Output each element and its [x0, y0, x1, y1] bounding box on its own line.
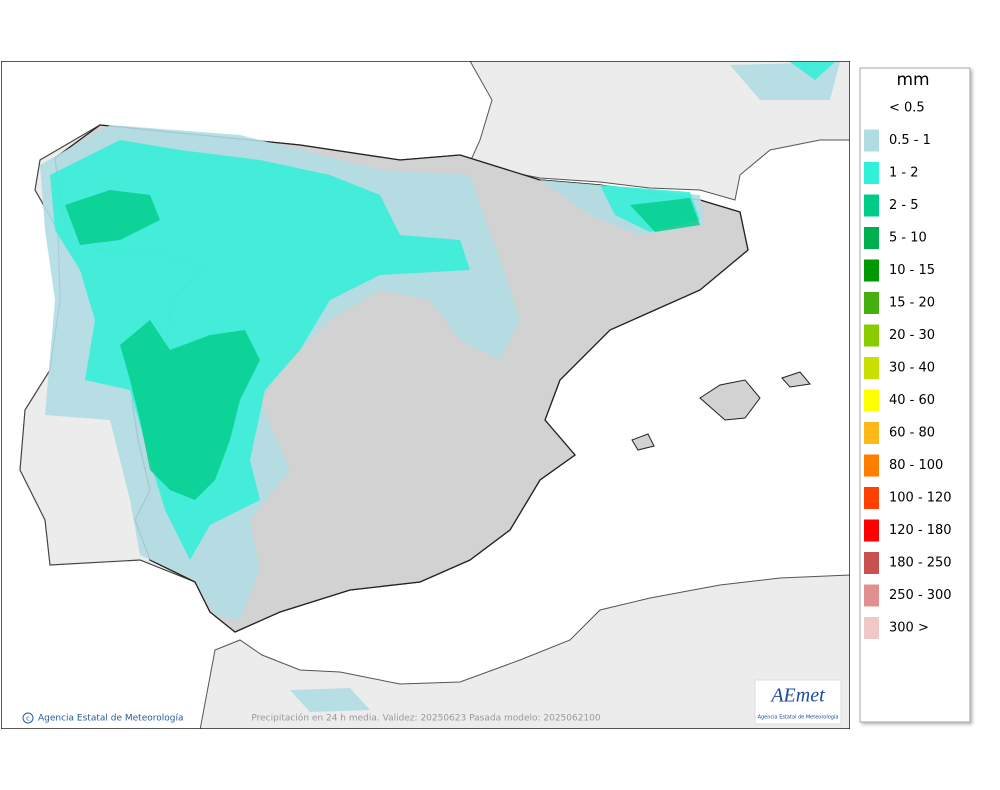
- copyright-c: c: [26, 715, 30, 723]
- legend-label: 100 - 120: [889, 491, 952, 506]
- logo: AEmet Agencia Estatal de Meteorología: [754, 679, 842, 725]
- legend-swatch: [864, 357, 879, 379]
- legend-swatch: [864, 389, 879, 412]
- map: [1, 61, 850, 729]
- logo-name: AEmet: [769, 685, 825, 707]
- credit: c Agencia Estatal de Meteorología: [22, 712, 184, 724]
- legend-label: 300 >: [889, 621, 929, 636]
- africa: [199, 574, 850, 729]
- legend-swatch: [864, 422, 879, 444]
- legend-label: 120 - 180: [889, 523, 952, 538]
- legend-swatch: [864, 129, 879, 152]
- legend: mm < 0.5 0.5 - 1 1 - 2 2 - 5 5 - 10 10 - 15 15…: [859, 67, 971, 723]
- legend-swatch: [864, 552, 879, 574]
- legend-swatch: [864, 259, 879, 282]
- legend-swatch: [864, 519, 879, 542]
- footer-caption: Precipitación en 24 h media. Validez: 20…: [251, 713, 601, 724]
- ibiza: [631, 433, 655, 451]
- legend-swatch: [864, 617, 879, 639]
- legend-label: 180 - 250: [889, 556, 952, 571]
- legend-label: < 0.5: [889, 101, 925, 116]
- france: [469, 61, 850, 201]
- legend-label: 20 - 30: [889, 328, 935, 343]
- legend-label: 80 - 100: [889, 458, 943, 473]
- legend-label: 10 - 15: [889, 263, 935, 278]
- footer-credit: Agencia Estatal de Meteorología: [38, 714, 184, 724]
- legend-label: 30 - 40: [889, 361, 935, 376]
- legend-swatch: [864, 324, 879, 347]
- legend-label: 15 - 20: [889, 296, 935, 311]
- legend-swatch: [864, 584, 879, 607]
- legend-label: 5 - 10: [889, 231, 927, 246]
- legend-label: 40 - 60: [889, 393, 935, 408]
- legend-label: 250 - 300: [889, 588, 952, 603]
- legend-swatch: [864, 487, 879, 509]
- logo-box: [754, 679, 842, 725]
- legend-swatch: [864, 194, 879, 217]
- legend-label: 2 - 5: [889, 198, 919, 213]
- legend-swatch: [864, 162, 879, 184]
- mallorca: [699, 379, 761, 421]
- legend-swatch: [864, 454, 879, 477]
- precip-2-5: [65, 190, 700, 500]
- legend-title: mm: [896, 70, 929, 90]
- menorca: [781, 371, 811, 388]
- legend-label: 0.5 - 1: [889, 133, 931, 148]
- legend-swatch: [864, 292, 879, 314]
- logo-subtitle: Agencia Estatal de Meteorología: [758, 714, 839, 721]
- legend-swatch: [864, 227, 879, 249]
- legend-label: 1 - 2: [889, 166, 919, 181]
- copyright-icon: [22, 712, 34, 724]
- legend-label: 60 - 80: [889, 426, 935, 441]
